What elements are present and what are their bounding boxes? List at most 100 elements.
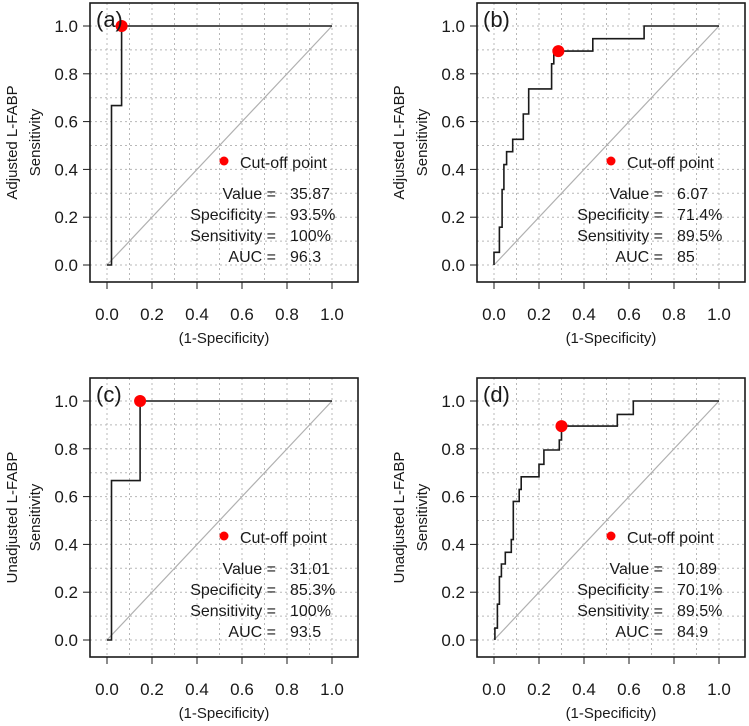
legend-label: Cut-off point xyxy=(240,530,327,547)
stat-value: 84.9 xyxy=(677,624,708,641)
plot-frame xyxy=(89,377,359,658)
stat-value: 100% xyxy=(290,228,331,245)
stat-label: Sensitivity = xyxy=(577,603,663,620)
y-tick-label: 0.6 xyxy=(54,113,78,132)
stat-label: AUC = xyxy=(228,249,276,266)
stat-label: Sensitivity = xyxy=(577,228,663,245)
roc-curve xyxy=(107,400,332,641)
y-tick-label: 0.2 xyxy=(441,583,465,602)
legend-cutoff-marker xyxy=(606,531,616,541)
stat-label: Specificity = xyxy=(190,582,276,599)
reference-diagonal xyxy=(493,25,720,266)
roc-panel-a: 0.0 0.2 0.4 0.6 0.8 1.0 0.0 0.2 0.4 0.6 0.8 1.0 (1-S… xyxy=(4,2,359,347)
x-tick-label: 0.0 xyxy=(482,680,506,699)
x-tick-label: 0.0 xyxy=(95,305,119,324)
y-tick-label: 0.6 xyxy=(441,113,465,132)
y-tick-label: 0.6 xyxy=(54,488,78,507)
y-tick-label: 0.4 xyxy=(54,535,78,554)
y-tick-label: 0.0 xyxy=(441,631,465,650)
y-axis-title-line2: Sensitivity xyxy=(414,483,431,551)
x-tick-label: 0.2 xyxy=(527,305,551,324)
stat-label: AUC = xyxy=(228,624,276,641)
plot-frame xyxy=(476,377,746,658)
stat-value: 85.3% xyxy=(290,582,335,599)
panel-label: (d) xyxy=(483,382,510,407)
stat-label: Specificity = xyxy=(577,582,663,599)
y-axis-title-line1: Unadjusted L-FABP xyxy=(391,452,408,584)
stat-value: 93.5 xyxy=(290,624,321,641)
y-tick-label: 1.0 xyxy=(54,392,78,411)
legend-label: Cut-off point xyxy=(627,530,714,547)
y-tick-label: 0.8 xyxy=(441,440,465,459)
reference-diagonal xyxy=(106,400,333,641)
panel-label: (b) xyxy=(483,7,510,32)
y-axis-title-line1: Adjusted L-FABP xyxy=(4,85,21,199)
y-tick-label: 0.2 xyxy=(54,208,78,227)
x-axis-title: (1-Specificity) xyxy=(179,705,270,722)
x-tick-label: 0.6 xyxy=(617,680,641,699)
y-axis-title-line1: Adjusted L-FABP xyxy=(391,85,408,199)
stat-value: 31.01 xyxy=(290,561,330,578)
x-tick-label: 0.6 xyxy=(230,305,254,324)
stat-value: 89.5% xyxy=(677,228,722,245)
cutoff-point-marker xyxy=(552,45,565,58)
roc-panel-b: 0.0 0.2 0.4 0.6 0.8 1.0 0.0 0.2 0.4 0.6 0.8 1.0 (1-S… xyxy=(391,2,746,347)
reference-diagonal xyxy=(493,400,720,641)
stat-label: Specificity = xyxy=(190,207,276,224)
roc-curve xyxy=(493,25,719,265)
stat-value: 6.07 xyxy=(677,186,708,203)
roc-panel-d: 0.0 0.2 0.4 0.6 0.8 1.0 0.0 0.2 0.4 0.6 0.8 1.0 (1-S… xyxy=(391,377,746,722)
x-tick-label: 0.6 xyxy=(617,305,641,324)
y-tick-label: 0.2 xyxy=(441,208,465,227)
stat-value: 96.3 xyxy=(290,249,321,266)
y-tick-label: 1.0 xyxy=(441,392,465,411)
cutoff-point-marker xyxy=(115,20,128,32)
stat-value: 89.5% xyxy=(677,603,722,620)
x-tick-label: 0.8 xyxy=(275,305,299,324)
y-tick-label: 1.0 xyxy=(54,17,78,36)
stat-value: 85 xyxy=(677,249,695,266)
stat-label: Value = xyxy=(609,186,663,203)
x-axis-title: (1-Specificity) xyxy=(566,330,657,347)
x-tick-label: 1.0 xyxy=(320,305,344,324)
y-tick-label: 0.8 xyxy=(441,65,465,84)
stat-label: Value = xyxy=(609,561,663,578)
legend-cutoff-marker xyxy=(606,156,616,166)
y-tick-label: 0.6 xyxy=(441,488,465,507)
legend-label: Cut-off point xyxy=(627,155,714,172)
x-tick-label: 0.2 xyxy=(140,680,164,699)
panel-label: (c) xyxy=(96,382,122,407)
y-tick-label: 0.8 xyxy=(54,65,78,84)
y-axis-title-line2: Sensitivity xyxy=(27,483,44,551)
x-axis-title: (1-Specificity) xyxy=(179,330,270,347)
y-axis-title-line1: Unadjusted L-FABP xyxy=(4,452,21,584)
x-tick-label: 0.8 xyxy=(662,680,686,699)
x-tick-label: 1.0 xyxy=(707,305,731,324)
x-axis-title: (1-Specificity) xyxy=(566,705,657,722)
stat-label: Sensitivity = xyxy=(190,603,276,620)
roc-curve xyxy=(107,25,332,266)
reference-diagonal xyxy=(106,25,333,266)
stat-value: 70.1% xyxy=(677,582,722,599)
stat-label: Specificity = xyxy=(577,207,663,224)
y-tick-label: 0.0 xyxy=(54,631,78,650)
x-tick-label: 1.0 xyxy=(707,680,731,699)
x-tick-label: 0.4 xyxy=(572,305,596,324)
cutoff-point-marker xyxy=(134,395,147,407)
stat-label: AUC = xyxy=(615,624,663,641)
legend-label: Cut-off point xyxy=(240,155,327,172)
y-tick-label: 1.0 xyxy=(441,17,465,36)
x-tick-label: 0.2 xyxy=(527,680,551,699)
stat-value: 93.5% xyxy=(290,207,335,224)
stat-label: Value = xyxy=(222,186,276,203)
x-tick-label: 1.0 xyxy=(320,680,344,699)
roc-panel-c: 0.0 0.2 0.4 0.6 0.8 1.0 0.0 0.2 0.4 0.6 0.8 1.0 (1-S… xyxy=(4,377,359,722)
y-tick-label: 0.4 xyxy=(441,160,465,179)
x-tick-label: 0.6 xyxy=(230,680,254,699)
y-tick-label: 0.2 xyxy=(54,583,78,602)
y-axis-title-line2: Sensitivity xyxy=(414,108,431,176)
stat-label: AUC = xyxy=(615,249,663,266)
cutoff-point-marker xyxy=(555,420,568,433)
stat-label: Sensitivity = xyxy=(190,228,276,245)
